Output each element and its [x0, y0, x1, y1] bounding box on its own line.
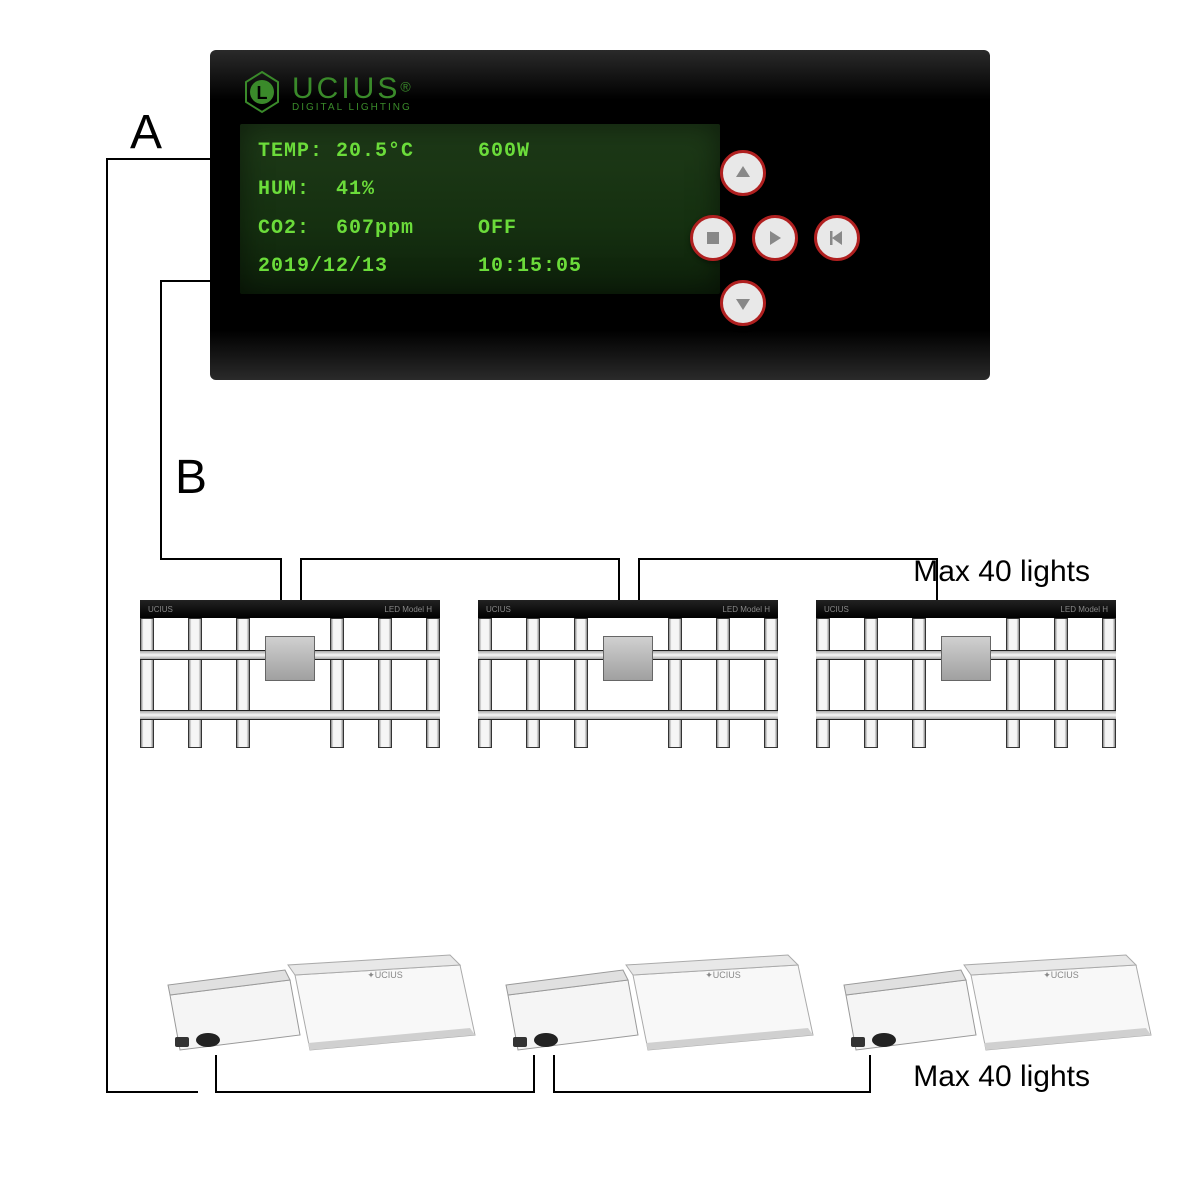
lcd-mode: OFF — [478, 217, 702, 240]
lcd-screen: TEMP: 20.5°C 600W HUM: 41% CO2: 607ppm O… — [240, 124, 720, 294]
wire-hid-chain2-up — [553, 1055, 555, 1093]
brand-block: UCIUS® DIGITAL LIGHTING — [292, 72, 412, 113]
arrow-down-icon — [733, 293, 753, 313]
lcd-time: 10:15:05 — [478, 255, 702, 278]
hid-fixture-3: ✦UCIUS — [836, 940, 1156, 1060]
lcd-co2-label: CO2: — [258, 217, 310, 240]
wire-b-vert — [160, 280, 162, 560]
hid-fixture-1: ✦UCIUS — [160, 940, 480, 1060]
svg-text:✦UCIUS: ✦UCIUS — [1043, 970, 1079, 980]
wire-hid-chain1-d — [533, 1055, 535, 1093]
hid-fixture-2: ✦UCIUS — [498, 940, 818, 1060]
wire-a-vert — [106, 158, 108, 1093]
wire-hid-chain1-h — [215, 1091, 535, 1093]
wire-hid-chain2-h — [553, 1091, 871, 1093]
led-fixture-2: UCIUS LED Model H — [478, 600, 778, 750]
lcd-co2-value: 607ppm — [336, 217, 414, 240]
led-model: LED Model H — [384, 605, 432, 614]
controller-unit: L UCIUS® DIGITAL LIGHTING TEMP: 20.5°C 6… — [210, 50, 990, 380]
lcd-watt: 600W — [478, 140, 702, 163]
up-button[interactable] — [720, 150, 766, 196]
wire-b-led1-drop — [280, 558, 282, 600]
max-lights-label-2: Max 40 lights — [913, 1060, 1090, 1094]
lcd-hum-label: HUM: — [258, 178, 310, 201]
led-model: LED Model H — [1060, 605, 1108, 614]
led-brand: UCIUS — [148, 605, 173, 614]
svg-text:L: L — [257, 83, 268, 103]
lcd-temp-value: 20.5°C — [336, 140, 414, 163]
down-button[interactable] — [720, 280, 766, 326]
label-b: B — [175, 450, 207, 505]
arrow-up-icon — [733, 163, 753, 183]
max-lights-label-1: Max 40 lights — [913, 555, 1090, 589]
lcd-temp-label: TEMP: — [258, 140, 323, 163]
wire-a-bottom — [106, 1091, 198, 1093]
logo-row: L UCIUS® DIGITAL LIGHTING — [240, 70, 960, 114]
skip-back-icon — [827, 228, 847, 248]
lcd-hum-value: 41% — [336, 178, 375, 201]
led-fixture-1: UCIUS LED Model H — [140, 600, 440, 750]
back-button[interactable] — [814, 215, 860, 261]
lcd-date: 2019/12/13 — [258, 255, 478, 278]
wire-led-chain1-h — [300, 558, 620, 560]
registered-mark: ® — [400, 78, 410, 94]
svg-text:✦UCIUS: ✦UCIUS — [367, 970, 403, 980]
svg-text:✦UCIUS: ✦UCIUS — [705, 970, 741, 980]
wire-led-chain2-up — [638, 558, 640, 600]
led-brand: UCIUS — [824, 605, 849, 614]
led-fixture-3: UCIUS LED Model H — [816, 600, 1116, 750]
wire-hid-chain1-up — [215, 1055, 217, 1093]
wire-led-chain1-d — [618, 558, 620, 600]
button-pad — [690, 150, 920, 330]
wire-b-to-led1 — [160, 558, 282, 560]
logo-icon: L — [240, 70, 284, 114]
wire-led-chain2-h — [638, 558, 938, 560]
right-button[interactable] — [752, 215, 798, 261]
wire-hid-chain2-d — [869, 1055, 871, 1093]
led-brand: UCIUS — [486, 605, 511, 614]
led-model: LED Model H — [722, 605, 770, 614]
stop-icon — [703, 228, 723, 248]
wire-led-chain1-up — [300, 558, 302, 600]
arrow-right-icon — [765, 228, 785, 248]
brand-name: UCIUS — [292, 72, 400, 105]
stop-button[interactable] — [690, 215, 736, 261]
wire-a-horiz — [106, 158, 210, 160]
label-a: A — [130, 105, 162, 160]
wire-b-horiz — [160, 280, 210, 282]
